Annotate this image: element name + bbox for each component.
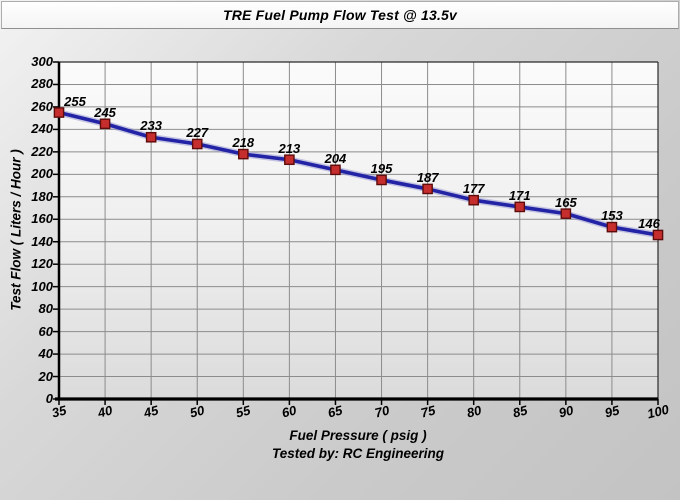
data-point-marker: [422, 183, 433, 195]
y-tick-label: 300: [31, 54, 53, 69]
chart-canvas: [53, 61, 664, 405]
x-tick-label: 70: [372, 402, 391, 421]
flow-line: [58, 110, 659, 237]
x-axis-title: Fuel Pressure ( psig ): [289, 428, 427, 443]
y-tick-label: 40: [38, 346, 53, 362]
data-point-marker: [652, 229, 664, 241]
x-tick-label: 75: [418, 402, 437, 421]
data-point-marker: [560, 208, 572, 219]
chart-title-bar: TRE Fuel Pump Flow Test @ 13.5v: [1, 1, 679, 29]
x-tick-label: 35: [50, 402, 68, 421]
chart-title: TRE Fuel Pump Flow Test @ 13.5v: [222, 7, 458, 23]
data-point-marker: [53, 107, 65, 118]
plot-area: [53, 61, 664, 405]
y-tick-label: 0: [45, 391, 53, 406]
data-point-marker: [468, 194, 479, 206]
y-tick-label: 60: [38, 323, 53, 339]
x-tick-label: 95: [603, 402, 621, 421]
x-tick-label: 45: [142, 402, 160, 421]
x-tick-label: 90: [557, 402, 575, 421]
x-tick-label: 65: [326, 402, 345, 421]
x-tick-label: 85: [510, 402, 529, 421]
x-tick-label: 50: [188, 402, 207, 421]
x-tick-label: 40: [96, 402, 114, 421]
x-tick-label: 55: [234, 402, 253, 421]
x-tick-label: 80: [464, 402, 483, 421]
data-point-marker: [376, 174, 387, 186]
data-point-marker: [606, 221, 618, 233]
x-tick-label: 60: [280, 402, 299, 421]
data-point-marker: [238, 148, 249, 160]
data-point-marker: [145, 131, 157, 143]
y-tick-label: 260: [31, 98, 53, 114]
data-point-marker: [284, 154, 295, 166]
tested-by-note: Tested by: RC Engineering: [271, 446, 445, 461]
data-point-marker: [99, 118, 111, 130]
data-point-marker: [514, 201, 526, 213]
y-tick-label: 240: [31, 121, 53, 137]
data-point-marker: [330, 164, 341, 176]
data-point-marker: [191, 138, 203, 150]
y-tick-label: 280: [31, 76, 53, 92]
y-tick-label: 20: [38, 368, 53, 384]
y-axis-title: Test Flow ( Liters / Hour ): [8, 149, 24, 311]
